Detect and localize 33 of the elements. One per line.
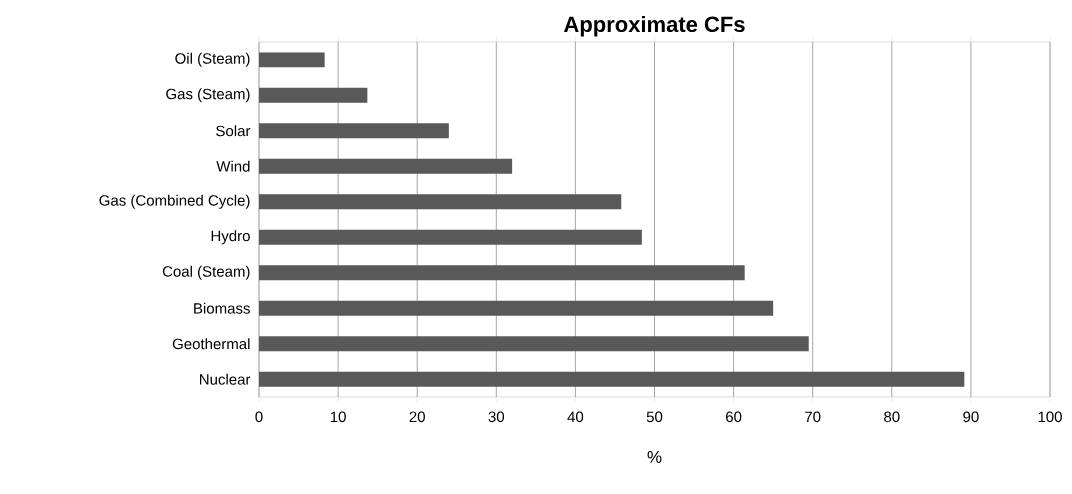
bar xyxy=(259,158,513,174)
x-tick-label: 40 xyxy=(567,411,584,423)
x-tick-label: 10 xyxy=(330,411,346,423)
bar xyxy=(259,300,774,316)
y-tick-label: Hydro xyxy=(211,230,250,245)
bar xyxy=(259,371,965,387)
bar xyxy=(259,123,449,139)
y-tick-label: Gas (Steam) xyxy=(166,88,250,103)
bar xyxy=(259,87,368,103)
bar xyxy=(259,229,642,245)
x-axis-title: % xyxy=(647,451,662,463)
bar xyxy=(259,265,745,281)
y-tick-label: Nuclear xyxy=(200,373,251,385)
x-tick-label: 30 xyxy=(488,411,505,423)
y-tick-label: Wind xyxy=(216,160,250,172)
y-tick-label: Gas (Combined Cycle) xyxy=(99,194,250,209)
x-tick-label: 90 xyxy=(963,411,979,423)
x-tick-label: 60 xyxy=(726,411,742,423)
x-tick-label: 70 xyxy=(805,411,821,423)
chart-title: Approximate CFs xyxy=(563,15,745,37)
y-tick-label: Biomass xyxy=(194,302,250,314)
bar xyxy=(259,52,325,68)
x-tick-label: 80 xyxy=(884,411,900,423)
y-tick-label: Geothermal xyxy=(172,338,250,350)
x-tick-label: 20 xyxy=(409,411,425,423)
x-tick-label: 0 xyxy=(255,411,263,423)
bar xyxy=(259,336,809,352)
x-tick-label: 100 xyxy=(1038,411,1062,423)
y-tick-label: Oil (Steam) xyxy=(175,52,250,67)
y-tick-label: Coal (Steam) xyxy=(162,265,250,280)
x-tick-label: 50 xyxy=(646,411,663,423)
bar xyxy=(259,194,622,210)
y-tick-label: Solar xyxy=(216,125,251,137)
